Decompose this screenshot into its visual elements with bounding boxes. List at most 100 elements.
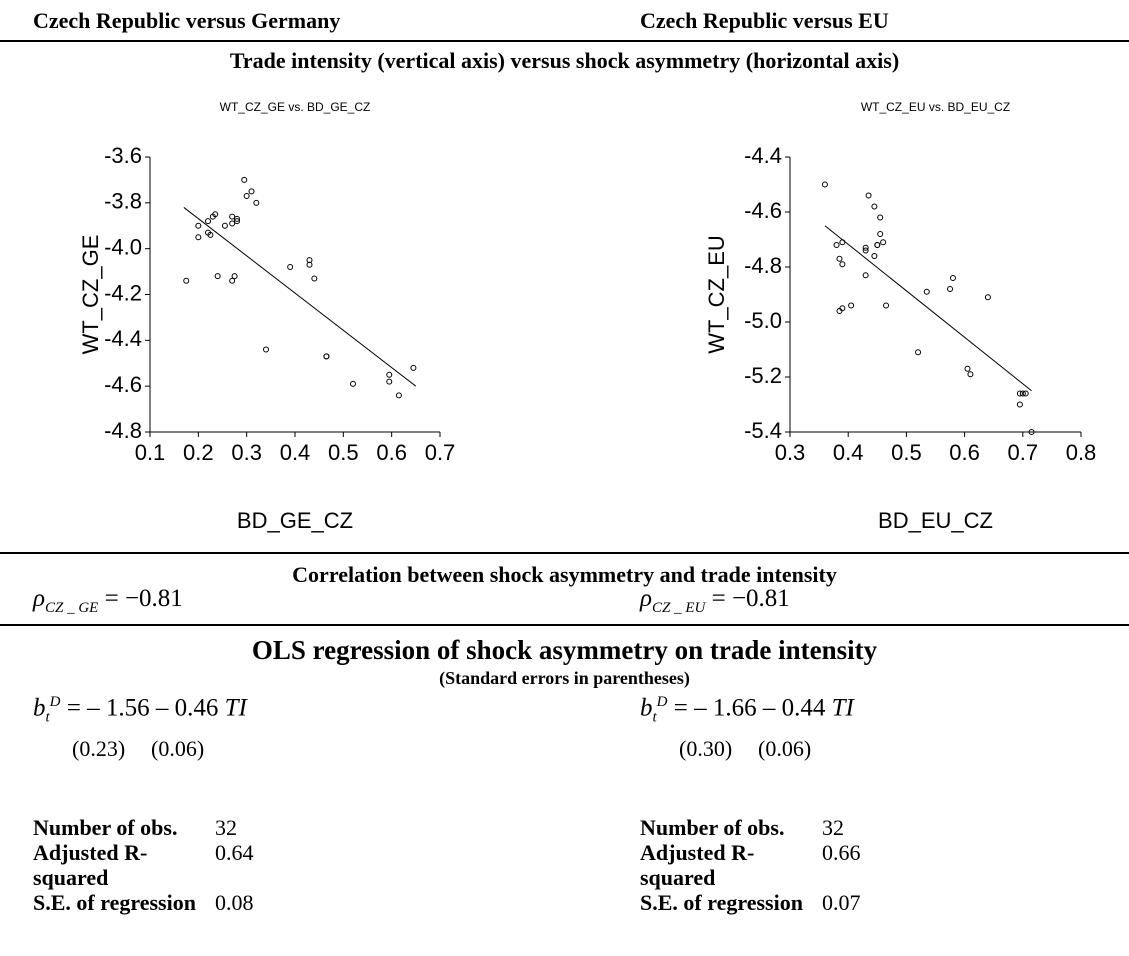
section-title: OLS regression of shock asymmetry on tra… [251, 635, 878, 665]
point [311, 275, 318, 282]
x-tick-label: 0.1 [135, 440, 166, 465]
stat-value: 0.66 [822, 840, 861, 865]
stats-row: S.E. of regression 0.07 [640, 890, 861, 915]
y-tick-label: -4.8 [104, 418, 142, 443]
x-tick-label: 0.6 [949, 440, 980, 465]
point [183, 277, 190, 284]
point [862, 272, 869, 279]
y-tick-label: -5.4 [744, 418, 782, 443]
point [1016, 401, 1023, 408]
point [323, 353, 330, 360]
point [234, 218, 240, 225]
point [984, 294, 991, 301]
value: = −0.81 [104, 585, 183, 612]
stats-table: Number of obs. 32 Adjusted R-squared 0.64 S.… [33, 815, 254, 915]
correlation: ρCZ _ EU = −0.81 [640, 585, 790, 617]
point [229, 220, 236, 227]
point [386, 378, 393, 385]
point [1022, 390, 1029, 397]
point [967, 371, 974, 378]
point [877, 231, 884, 237]
y-tick-label: -4.6 [104, 372, 142, 397]
subscript: CZ _ EU [652, 600, 706, 616]
stat-label: Number of obs. [33, 815, 178, 840]
standard-error: (0.30) [679, 736, 733, 761]
stat-value: 0.64 [215, 840, 254, 865]
equation-text: = – 1.56 – 0.46 [66, 694, 219, 722]
point [821, 181, 828, 188]
variable: TI [224, 694, 247, 722]
fit-line [183, 207, 417, 387]
point [410, 364, 417, 371]
point [395, 392, 402, 399]
stat-value: 0.07 [822, 890, 861, 915]
y-tick-label: -4.4 [104, 326, 142, 351]
superscript: D [49, 694, 61, 710]
point [248, 188, 255, 195]
rule [0, 40, 1129, 42]
fit-line [824, 225, 1032, 392]
equation: btD = – 1.66 – 0.44 TI [640, 694, 854, 726]
x-tick-label: 0.7 [425, 440, 456, 465]
stat-label: Number of obs. [640, 815, 785, 840]
stat-value: 32 [822, 815, 844, 840]
point [839, 261, 846, 268]
note: (Standard errors in parentheses) [439, 668, 690, 688]
lhs: b [33, 694, 46, 722]
correlation: ρCZ _ GE = −0.81 [33, 585, 183, 617]
point [883, 302, 890, 309]
point [1016, 390, 1023, 397]
equation: btD = – 1.56 – 0.46 TI [33, 694, 247, 726]
standard-error: (0.23) [72, 736, 126, 761]
point [263, 346, 269, 353]
point [306, 261, 313, 268]
x-axis-label: BD_EU_CZ [878, 508, 993, 533]
y-tick-label: -4.4 [744, 143, 782, 168]
point [964, 365, 971, 372]
stat-value: 0.08 [215, 890, 254, 915]
point [839, 305, 846, 312]
variable: TI [831, 694, 854, 722]
x-tick-label: 0.5 [328, 440, 359, 465]
standard-error: (0.06) [151, 736, 205, 761]
column-header: Czech Republic versus EU [640, 8, 889, 33]
point [386, 371, 393, 378]
point [207, 231, 214, 238]
stat-label: Adjusted R-squared [640, 840, 755, 890]
stat-value: 32 [215, 815, 237, 840]
point [880, 239, 887, 246]
point [871, 253, 878, 259]
y-tick-label: -4.8 [744, 253, 782, 278]
subscript: t [45, 709, 50, 726]
point [350, 380, 356, 387]
x-tick-label: 0.4 [280, 440, 311, 465]
y-axis-label: WT_CZ_EU [704, 235, 729, 354]
equation-text: = – 1.66 – 0.44 [673, 694, 826, 722]
point [862, 247, 869, 254]
subscript: CZ _ GE [45, 600, 99, 616]
stats-table: Number of obs. 32 Adjusted R-squared 0.66 S.… [640, 815, 861, 915]
y-tick-label: -4.0 [104, 234, 142, 259]
stats-row: Adjusted R-squared 0.66 [640, 840, 861, 890]
x-axis-label: BD_GE_CZ [237, 508, 353, 533]
y-tick-label: -4.2 [104, 280, 142, 305]
point [836, 255, 843, 262]
point [871, 203, 878, 210]
point [848, 302, 855, 309]
point [877, 214, 884, 221]
stats-row: Adjusted R-squared 0.64 [33, 840, 254, 890]
stats-row: Number of obs. 32 [33, 815, 254, 840]
point [229, 213, 236, 220]
lhs: b [640, 694, 653, 722]
point [1028, 429, 1035, 435]
point [231, 273, 238, 280]
chart-title: WT_CZ_EU vs. BD_EU_CZ [861, 100, 1010, 114]
y-tick-label: -5.0 [744, 308, 782, 333]
point [195, 234, 202, 241]
point [862, 244, 869, 251]
subtitle: Trade intensity (vertical axis) versus s… [229, 48, 900, 73]
x-tick-label: 0.5 [891, 440, 922, 465]
point [221, 222, 228, 229]
point [229, 277, 236, 284]
